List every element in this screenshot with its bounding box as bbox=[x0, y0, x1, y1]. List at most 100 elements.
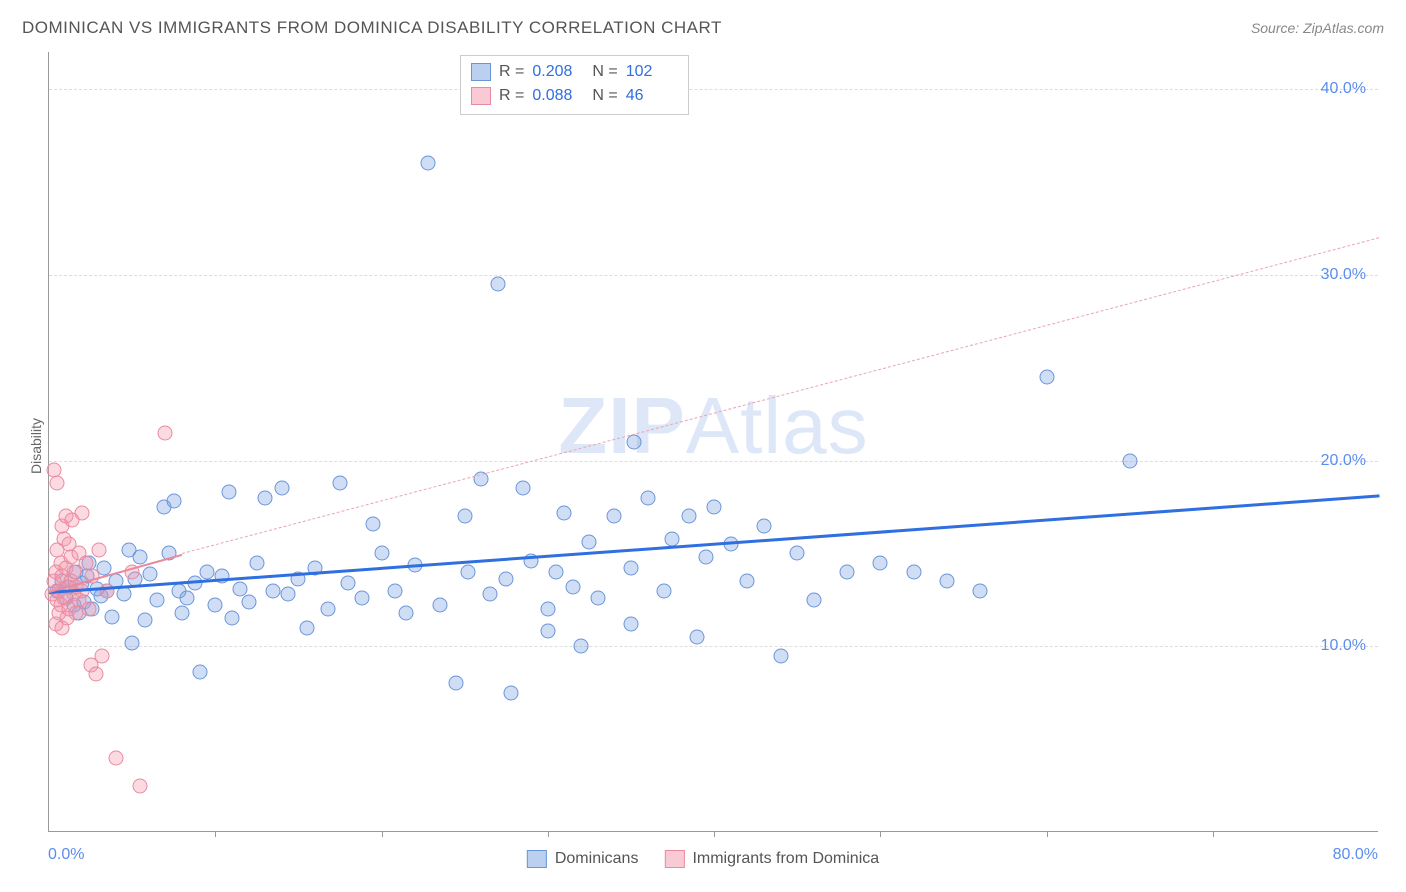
gridline bbox=[49, 89, 1378, 90]
scatter-point bbox=[740, 574, 755, 589]
legend-n-value-blue: 102 bbox=[626, 63, 678, 81]
scatter-point bbox=[374, 546, 389, 561]
legend-r-label: R = bbox=[499, 63, 524, 81]
y-tick-label: 40.0% bbox=[1321, 80, 1366, 98]
scatter-point bbox=[432, 598, 447, 613]
scatter-point bbox=[241, 594, 256, 609]
scatter-point bbox=[623, 617, 638, 632]
scatter-point bbox=[657, 583, 672, 598]
scatter-point bbox=[549, 565, 564, 580]
scatter-point bbox=[249, 555, 264, 570]
scatter-point bbox=[281, 587, 296, 602]
scatter-point bbox=[95, 648, 110, 663]
scatter-point bbox=[193, 665, 208, 680]
scatter-point bbox=[266, 583, 281, 598]
scatter-point bbox=[138, 613, 153, 628]
legend-stats: R = 0.208 N = 102 R = 0.088 N = 46 bbox=[460, 55, 689, 115]
plot-area: ZIPAtlas 10.0%20.0%30.0%40.0% bbox=[48, 52, 1378, 832]
scatter-point bbox=[540, 602, 555, 617]
scatter-point bbox=[540, 624, 555, 639]
swatch-pink-icon bbox=[664, 850, 684, 868]
legend-n-label: N = bbox=[592, 87, 617, 105]
scatter-point bbox=[421, 156, 436, 171]
watermark: ZIPAtlas bbox=[558, 380, 868, 472]
x-tick bbox=[1047, 831, 1048, 837]
gridline bbox=[49, 275, 1378, 276]
scatter-point bbox=[640, 490, 655, 505]
scatter-point bbox=[460, 565, 475, 580]
scatter-point bbox=[756, 518, 771, 533]
scatter-point bbox=[88, 667, 103, 682]
y-tick-label: 30.0% bbox=[1321, 266, 1366, 284]
scatter-point bbox=[116, 587, 131, 602]
scatter-point bbox=[973, 583, 988, 598]
scatter-point bbox=[707, 500, 722, 515]
scatter-point bbox=[1039, 370, 1054, 385]
legend-series-label: Immigrants from Dominica bbox=[692, 850, 879, 868]
legend-n-label: N = bbox=[592, 63, 617, 81]
scatter-point bbox=[449, 676, 464, 691]
scatter-point bbox=[939, 574, 954, 589]
scatter-point bbox=[166, 494, 181, 509]
scatter-point bbox=[105, 609, 120, 624]
legend-item: Immigrants from Dominica bbox=[664, 850, 879, 868]
gridline bbox=[49, 461, 1378, 462]
scatter-point bbox=[665, 531, 680, 546]
legend-r-value-pink: 0.088 bbox=[532, 87, 584, 105]
scatter-point bbox=[125, 635, 140, 650]
scatter-point bbox=[490, 277, 505, 292]
x-tick bbox=[548, 831, 549, 837]
x-axis-max-label: 80.0% bbox=[1333, 846, 1378, 864]
y-axis-label: Disability bbox=[28, 418, 44, 474]
swatch-pink-icon bbox=[471, 87, 491, 105]
scatter-point bbox=[1122, 453, 1137, 468]
scatter-point bbox=[590, 591, 605, 606]
scatter-point bbox=[321, 602, 336, 617]
x-tick bbox=[1213, 831, 1214, 837]
x-tick bbox=[880, 831, 881, 837]
swatch-blue-icon bbox=[527, 850, 547, 868]
scatter-point bbox=[158, 425, 173, 440]
scatter-point bbox=[175, 605, 190, 620]
scatter-point bbox=[299, 620, 314, 635]
scatter-point bbox=[690, 630, 705, 645]
scatter-point bbox=[221, 485, 236, 500]
scatter-point bbox=[75, 505, 90, 520]
scatter-point bbox=[387, 583, 402, 598]
scatter-point bbox=[91, 542, 106, 557]
scatter-point bbox=[565, 579, 580, 594]
legend-series-label: Dominicans bbox=[555, 850, 639, 868]
scatter-point bbox=[224, 611, 239, 626]
scatter-point bbox=[199, 565, 214, 580]
scatter-point bbox=[50, 475, 65, 490]
swatch-blue-icon bbox=[471, 63, 491, 81]
scatter-point bbox=[906, 565, 921, 580]
scatter-point bbox=[499, 572, 514, 587]
scatter-point bbox=[515, 481, 530, 496]
scatter-point bbox=[504, 685, 519, 700]
scatter-point bbox=[341, 576, 356, 591]
scatter-point bbox=[623, 561, 638, 576]
scatter-point bbox=[133, 550, 148, 565]
y-tick-label: 20.0% bbox=[1321, 452, 1366, 470]
scatter-point bbox=[806, 592, 821, 607]
legend-n-value-pink: 46 bbox=[626, 87, 678, 105]
scatter-point bbox=[399, 605, 414, 620]
scatter-point bbox=[873, 555, 888, 570]
scatter-point bbox=[258, 490, 273, 505]
legend-r-value-blue: 0.208 bbox=[532, 63, 584, 81]
scatter-point bbox=[582, 535, 597, 550]
scatter-point bbox=[773, 648, 788, 663]
scatter-point bbox=[108, 750, 123, 765]
legend-series: Dominicans Immigrants from Dominica bbox=[527, 850, 879, 868]
chart-title: DOMINICAN VS IMMIGRANTS FROM DOMINICA DI… bbox=[22, 18, 722, 38]
scatter-point bbox=[557, 505, 572, 520]
scatter-point bbox=[81, 602, 96, 617]
scatter-point bbox=[698, 550, 713, 565]
scatter-point bbox=[840, 565, 855, 580]
scatter-point bbox=[208, 598, 223, 613]
scatter-point bbox=[143, 566, 158, 581]
gridline bbox=[49, 646, 1378, 647]
legend-stats-row: R = 0.208 N = 102 bbox=[471, 60, 678, 84]
scatter-point bbox=[574, 639, 589, 654]
